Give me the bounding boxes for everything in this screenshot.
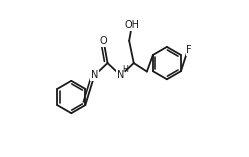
Text: F: F — [187, 45, 192, 55]
Text: N: N — [91, 70, 98, 80]
Text: O: O — [100, 36, 108, 46]
Text: OH: OH — [124, 20, 139, 30]
Text: H: H — [122, 65, 128, 74]
Text: N: N — [117, 70, 124, 80]
